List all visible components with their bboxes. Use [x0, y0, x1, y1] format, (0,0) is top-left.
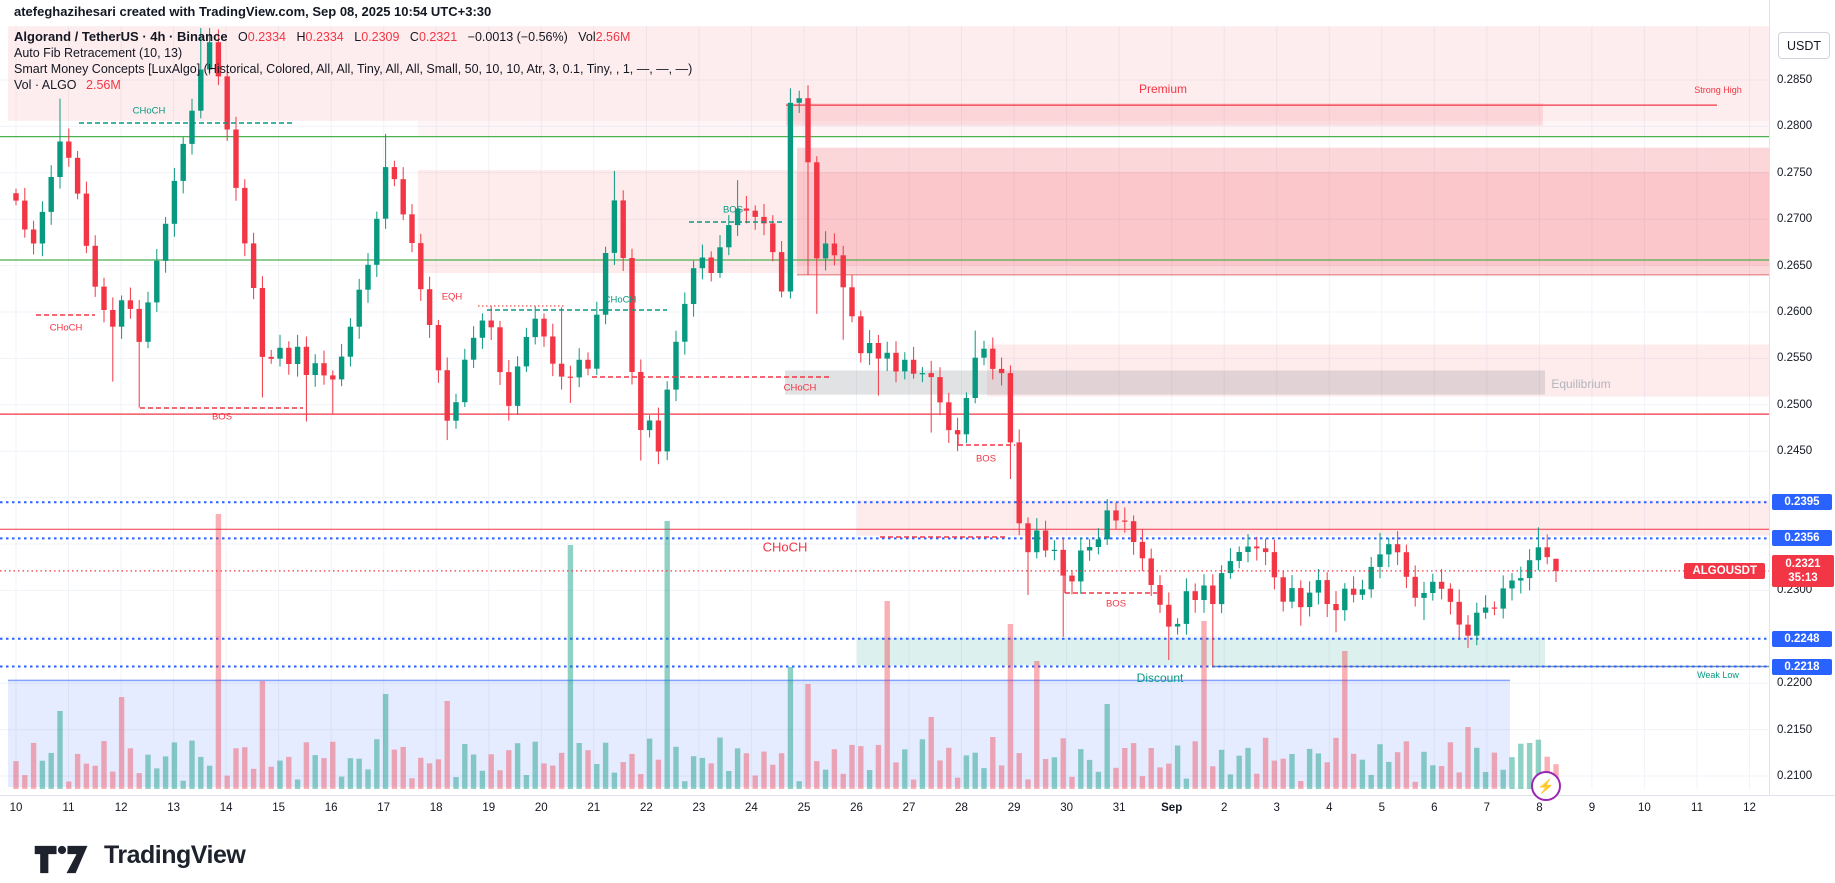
time-tick-label: 2 — [1220, 802, 1228, 814]
supply-band-237 — [857, 500, 1769, 536]
legend-fib-indicator[interactable]: Auto Fib Retracement (10, 13) — [14, 46, 183, 60]
currency-unit-button[interactable]: USDT — [1778, 32, 1830, 59]
open-label: O0.2334 — [238, 30, 287, 44]
time-tick-label: 26 — [850, 802, 863, 814]
time-tick-label: 15 — [272, 802, 285, 814]
price-tick-label: 0.2750 — [1777, 166, 1813, 179]
legend-volume-indicator[interactable]: Vol · ALGO 2.56M — [14, 77, 692, 93]
level-price-badge: 0.2395 — [1772, 494, 1832, 511]
time-tick-label: 27 — [902, 802, 916, 814]
chart-pane[interactable]: CHoCH CHoCH BOS EQH CHoCH BOS CHoCH BOS CHoCH BOS… — [0, 0, 1769, 795]
time-tick-label: 31 — [1112, 802, 1126, 814]
low-label: L0.2309 — [354, 30, 400, 44]
price-tick-label: 0.2300 — [1777, 584, 1813, 597]
time-tick-label: 11 — [62, 802, 75, 814]
candlestick-chart — [0, 26, 1769, 789]
time-tick-label: 5 — [1378, 802, 1385, 814]
time-tick-label: 12 — [114, 802, 128, 814]
change-value: −0.0013 (−0.56%) — [467, 30, 568, 44]
chart-header: atefeghazihesari created with TradingVie… — [14, 4, 692, 93]
close-label: C0.2321 — [409, 30, 458, 44]
time-tick-label: 13 — [167, 802, 180, 814]
time-tick-label: 9 — [1588, 802, 1596, 814]
demand-band-teal — [857, 637, 1545, 666]
attribution-text: atefeghazihesari created with TradingVie… — [14, 4, 492, 19]
lightning-boost-icon[interactable]: ⚡ — [1531, 771, 1561, 801]
order-block-red — [797, 147, 1769, 275]
time-tick-label: 21 — [587, 802, 601, 814]
high-label: H0.2334 — [296, 30, 344, 44]
bar-countdown: 35:13 — [1788, 571, 1818, 584]
time-tick-label: 3 — [1273, 802, 1280, 814]
time-tick-label: 30 — [1060, 802, 1073, 814]
price-axis[interactable]: USDT 0.2850 0.2800 0.2750 0.2700 0.2650 0.260… — [1769, 0, 1835, 795]
time-tick-label: 10 — [1637, 802, 1651, 814]
open-value: 0.2334 — [247, 30, 287, 44]
price-tick-label: 0.2600 — [1777, 306, 1813, 318]
time-tick-label: 28 — [955, 802, 968, 814]
price-tick-label: 0.2650 — [1777, 259, 1813, 272]
price-tick-label: 0.2800 — [1777, 120, 1813, 133]
tradingview-logo-icon — [34, 845, 88, 874]
price-tick-label: 0.2700 — [1777, 213, 1813, 226]
time-tick-label: 4 — [1326, 802, 1333, 814]
discount-zone-blue — [8, 680, 1510, 788]
current-price-value: 0.2321 — [1785, 557, 1821, 570]
time-tick-label: 19 — [482, 802, 496, 814]
legend-symbol-row[interactable]: Algorand / TetherUS · 4h · Binance O0.23… — [14, 29, 692, 45]
premium-deep-strip — [786, 103, 1543, 126]
price-tick-label: 0.2850 — [1777, 74, 1813, 86]
order-block-red-core — [797, 171, 1769, 266]
supply-band-255 — [987, 344, 1769, 397]
time-tick-label: 11 — [1691, 802, 1703, 814]
time-tick-label: 16 — [324, 802, 338, 814]
tradingview-logo[interactable]: TradingView — [30, 835, 246, 875]
equilibrium-zone — [785, 370, 1545, 395]
time-tick-label: 29 — [1007, 802, 1021, 814]
level-price-badge: 0.2218 — [1772, 658, 1832, 675]
vol-indicator-label: Vol · ALGO — [14, 78, 77, 92]
symbol-title[interactable]: Algorand / TetherUS · 4h · Binance — [14, 29, 228, 44]
price-tick-label: 0.2500 — [1777, 398, 1813, 411]
volume-value: 2.56M — [595, 30, 631, 44]
time-tick-label: 8 — [1536, 802, 1543, 814]
time-tick-label: 7 — [1483, 802, 1490, 814]
time-tick-label: 24 — [744, 802, 758, 814]
time-tick-label: 17 — [377, 802, 391, 814]
volume-label: Vol2.56M — [578, 30, 631, 44]
time-tick-label: 14 — [219, 802, 233, 814]
close-value: 0.2321 — [418, 30, 458, 44]
tradingview-logo-text: TradingView — [104, 840, 246, 869]
time-tick-label: 10 — [9, 802, 23, 814]
legend-smc-indicator[interactable]: Smart Money Concepts [LuxAlgo] (Historic… — [14, 62, 693, 76]
high-value: 0.2334 — [305, 30, 344, 44]
vol-indicator-value: 2.56M — [86, 78, 121, 92]
time-tick-label: 25 — [797, 802, 811, 814]
footer-row: TradingView — [0, 827, 1835, 883]
current-price-badge: 0.2321 35:13 — [1772, 554, 1834, 587]
time-tick-label: 22 — [639, 802, 653, 814]
time-tick-label: Sep — [1161, 802, 1183, 814]
price-tick-label: 0.2150 — [1777, 723, 1813, 736]
low-value: 0.2309 — [361, 30, 400, 44]
price-tick-label: 0.2100 — [1777, 770, 1813, 782]
time-tick-label: 18 — [429, 802, 443, 814]
premium-light-strip — [418, 120, 1769, 137]
symbol-price-label: ALGOUSDT — [1684, 562, 1765, 579]
time-tick-label: 6 — [1431, 802, 1438, 814]
price-tick-label: 0.2450 — [1777, 445, 1813, 458]
time-tick-label: 23 — [692, 802, 706, 814]
price-tick-label: 0.2200 — [1777, 677, 1813, 690]
time-tick-label: 12 — [1743, 802, 1756, 814]
time-tick-label: 20 — [534, 802, 548, 814]
level-price-badge: 0.2356 — [1772, 530, 1832, 547]
price-tick-label: 0.2550 — [1777, 352, 1813, 365]
level-price-badge: 0.2248 — [1772, 630, 1832, 647]
time-axis[interactable]: 10 11 12 13 14 15 16 17 18 19 20 21 22 23 24 25 26 27 28 29… — [0, 795, 1835, 828]
